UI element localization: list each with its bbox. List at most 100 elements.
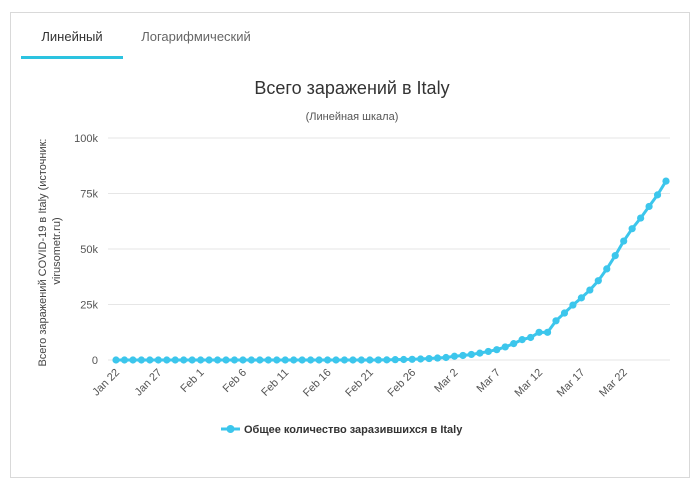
chart-subtitle: (Линейная шкала) <box>306 111 399 123</box>
data-point[interactable] <box>603 265 611 273</box>
data-point[interactable] <box>433 354 442 362</box>
data-point[interactable] <box>154 356 162 364</box>
series-points <box>112 177 670 364</box>
data-point[interactable] <box>459 351 467 360</box>
data-point[interactable] <box>400 355 408 364</box>
y-tick-label: 0 <box>92 355 98 367</box>
data-point[interactable] <box>662 177 670 185</box>
x-tick-label: Feb 1 <box>178 367 206 395</box>
tab-logarithmic[interactable]: Логарифмический <box>141 29 251 44</box>
x-tick-label: Feb 21 <box>343 367 376 400</box>
data-point[interactable] <box>197 356 205 364</box>
data-point[interactable] <box>383 356 391 364</box>
data-point[interactable] <box>112 356 120 364</box>
legend[interactable]: Общее количество заразившихся в Italy <box>221 424 463 436</box>
data-point[interactable] <box>510 340 518 348</box>
data-point[interactable] <box>586 286 594 294</box>
data-point[interactable] <box>391 356 399 364</box>
data-point[interactable] <box>146 356 154 364</box>
data-point[interactable] <box>222 356 230 364</box>
x-tick-label: Jan 27 <box>133 367 165 399</box>
x-tick-label: Mar 2 <box>432 367 460 395</box>
x-tick-label: Jan 22 <box>90 367 122 399</box>
scale-tabs: Линейный Логарифмический <box>21 13 681 59</box>
data-point[interactable] <box>493 346 501 354</box>
data-point[interactable] <box>188 356 196 364</box>
data-point[interactable] <box>171 356 179 364</box>
data-point[interactable] <box>467 350 475 359</box>
data-point[interactable] <box>281 356 289 364</box>
data-point[interactable] <box>543 328 552 336</box>
data-point[interactable] <box>163 356 171 364</box>
data-point[interactable] <box>501 343 509 351</box>
data-point[interactable] <box>552 317 560 325</box>
data-point[interactable] <box>230 356 239 364</box>
data-point[interactable] <box>366 356 374 364</box>
data-point[interactable] <box>560 309 569 317</box>
grid-lines <box>108 137 670 361</box>
data-point[interactable] <box>307 356 315 364</box>
data-point[interactable] <box>137 356 145 364</box>
data-point[interactable] <box>653 191 662 199</box>
data-point[interactable] <box>264 356 272 364</box>
data-point[interactable] <box>476 349 484 357</box>
data-point[interactable] <box>594 277 602 285</box>
legend-marker-icon <box>226 425 235 433</box>
series-line <box>116 180 668 362</box>
chart-panel: Линейный Логарифмический <box>10 12 690 478</box>
data-point[interactable] <box>628 225 636 233</box>
x-tick-label: Feb 26 <box>386 367 419 400</box>
data-point[interactable] <box>213 356 222 364</box>
data-point[interactable] <box>129 356 137 364</box>
data-point[interactable] <box>290 356 298 364</box>
data-point[interactable] <box>425 354 433 363</box>
data-point[interactable] <box>577 294 585 302</box>
data-point[interactable] <box>645 202 653 211</box>
data-point[interactable] <box>637 214 645 222</box>
data-point[interactable] <box>298 356 306 364</box>
data-point[interactable] <box>620 237 628 245</box>
data-point[interactable] <box>535 328 543 336</box>
data-point[interactable] <box>417 355 425 363</box>
legend-label: Общее количество заразившихся в Italy <box>244 424 463 436</box>
y-tick-label: 100k <box>74 133 98 145</box>
data-point[interactable] <box>323 356 332 364</box>
y-axis-label-line-1: Всего заражений COVID-19 в Italy (источн… <box>37 139 49 367</box>
data-point[interactable] <box>273 356 281 364</box>
data-point[interactable] <box>340 356 349 364</box>
y-tick-label: 25k <box>80 300 98 312</box>
data-point[interactable] <box>611 252 619 260</box>
data-point[interactable] <box>442 353 450 362</box>
x-tick-label: Feb 6 <box>221 367 249 395</box>
data-point[interactable] <box>315 356 323 364</box>
x-tick-label: Mar 7 <box>475 367 503 395</box>
data-point[interactable] <box>569 301 577 309</box>
data-point[interactable] <box>408 355 416 363</box>
y-tick-label: 75k <box>80 189 98 201</box>
y-axis-label-line-2: virusometr.ru) <box>51 217 63 284</box>
data-point[interactable] <box>527 333 535 342</box>
data-point[interactable] <box>484 347 492 356</box>
y-axis-label: Всего заражений COVID-19 в Italy (источн… <box>37 135 63 366</box>
data-point[interactable] <box>120 356 129 364</box>
data-point[interactable] <box>180 356 188 364</box>
data-point[interactable] <box>450 352 459 360</box>
y-tick-label: 50k <box>80 244 98 256</box>
y-axis-ticks: 0 25k 50k 75k 100k <box>74 133 98 367</box>
data-point[interactable] <box>349 356 357 364</box>
x-tick-label: Feb 11 <box>259 367 291 399</box>
data-point[interactable] <box>256 356 264 364</box>
data-point[interactable] <box>374 356 382 364</box>
x-tick-label: Mar 17 <box>555 367 588 400</box>
data-point[interactable] <box>332 356 340 364</box>
x-axis-ticks: Jan 22 Jan 27 Feb 1 Feb 6 Feb 11 Feb 16 Feb 21… <box>90 367 630 400</box>
data-point[interactable] <box>205 356 213 364</box>
data-point[interactable] <box>247 356 255 364</box>
data-point[interactable] <box>239 356 247 364</box>
x-tick-label: Mar 12 <box>512 367 545 400</box>
x-tick-label: Feb 16 <box>301 367 334 400</box>
data-point[interactable] <box>518 336 526 344</box>
tab-linear[interactable]: Линейный <box>21 13 123 59</box>
data-point[interactable] <box>357 356 365 364</box>
